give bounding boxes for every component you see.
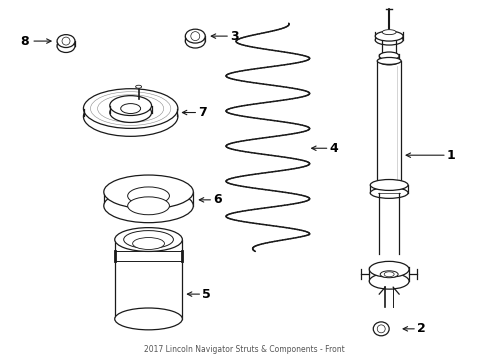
Ellipse shape — [83, 96, 178, 136]
Ellipse shape — [369, 180, 407, 190]
Circle shape — [62, 37, 70, 45]
Ellipse shape — [368, 273, 408, 289]
Ellipse shape — [127, 187, 169, 205]
Ellipse shape — [103, 175, 193, 209]
Ellipse shape — [380, 271, 397, 278]
Ellipse shape — [132, 238, 164, 249]
Ellipse shape — [127, 197, 169, 215]
Circle shape — [190, 32, 199, 41]
Ellipse shape — [57, 35, 75, 48]
Ellipse shape — [368, 261, 408, 277]
Ellipse shape — [185, 34, 205, 48]
Ellipse shape — [115, 308, 182, 330]
Text: 5: 5 — [202, 288, 210, 301]
Text: 4: 4 — [329, 142, 338, 155]
Ellipse shape — [374, 35, 402, 45]
Ellipse shape — [379, 52, 398, 60]
Ellipse shape — [135, 85, 142, 88]
Ellipse shape — [185, 29, 205, 43]
Ellipse shape — [83, 89, 178, 129]
Ellipse shape — [376, 58, 400, 64]
Ellipse shape — [369, 188, 407, 198]
Ellipse shape — [109, 96, 151, 116]
Ellipse shape — [109, 103, 151, 122]
Ellipse shape — [103, 189, 193, 223]
Ellipse shape — [379, 57, 398, 65]
Text: 2017 Lincoln Navigator Struts & Components - Front: 2017 Lincoln Navigator Struts & Componen… — [143, 345, 344, 354]
Circle shape — [376, 325, 385, 333]
Ellipse shape — [123, 231, 173, 248]
Text: 3: 3 — [230, 30, 238, 42]
Text: 6: 6 — [213, 193, 222, 206]
Text: 1: 1 — [446, 149, 455, 162]
Ellipse shape — [374, 31, 402, 41]
Ellipse shape — [384, 272, 393, 277]
Ellipse shape — [121, 104, 141, 113]
Text: 7: 7 — [198, 106, 206, 119]
Ellipse shape — [382, 30, 395, 35]
Ellipse shape — [115, 228, 182, 251]
Ellipse shape — [372, 322, 388, 336]
Text: 8: 8 — [20, 35, 29, 48]
Ellipse shape — [57, 40, 75, 53]
Text: 2: 2 — [416, 322, 425, 336]
